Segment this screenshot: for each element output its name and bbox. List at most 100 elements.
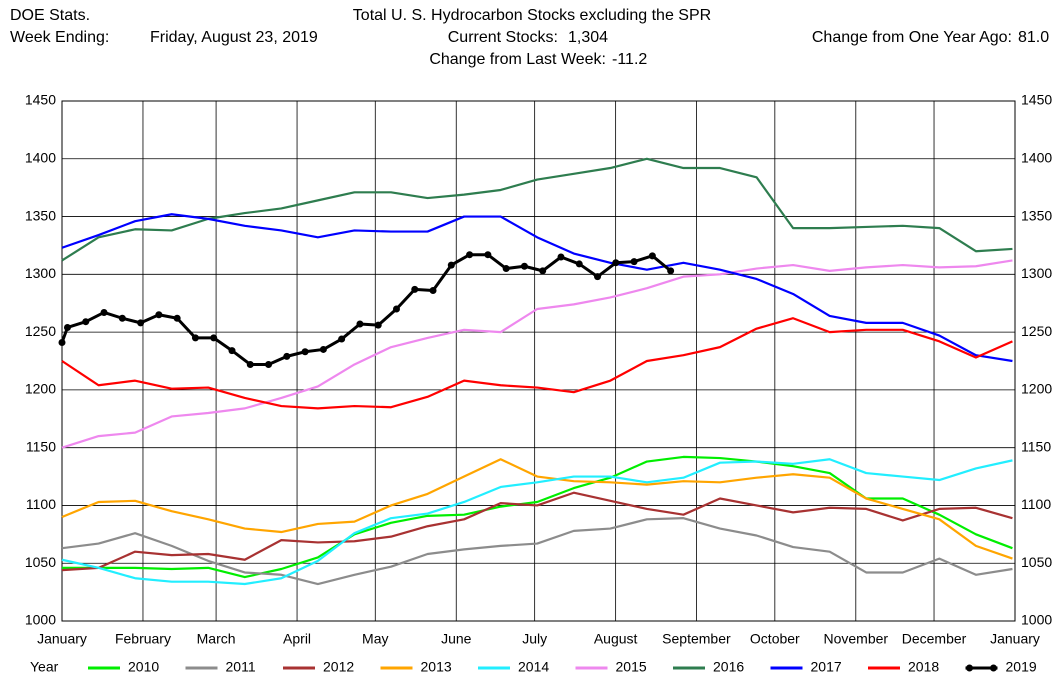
- legend-label: 2012: [323, 659, 354, 675]
- x-tick-label: March: [197, 631, 236, 647]
- series-line: [61, 317, 1013, 410]
- point: [575, 260, 583, 268]
- legend-marker: [966, 664, 973, 672]
- y-tick-label: 1150: [26, 438, 56, 454]
- y-tick-label: 1050: [25, 554, 56, 570]
- series-line: [61, 491, 1013, 572]
- series-line: [61, 458, 1013, 586]
- y-tick-label: 1400: [25, 149, 56, 165]
- point: [630, 258, 638, 266]
- point: [210, 334, 218, 342]
- week-ending: Friday, August 23, 2019: [150, 29, 318, 46]
- point: [520, 262, 528, 270]
- point: [137, 319, 145, 327]
- legend-label: 2019: [1006, 659, 1037, 675]
- point: [246, 360, 254, 368]
- point: [319, 345, 327, 353]
- y-tick-label: 1350: [25, 207, 56, 223]
- x-tick-label: January: [990, 631, 1040, 647]
- series-line: [61, 517, 1013, 586]
- legend-marker: [990, 664, 997, 672]
- week-ending-label: Week Ending:: [10, 29, 109, 46]
- series-line: [61, 259, 1013, 449]
- point: [265, 360, 273, 368]
- y-tick-label: 1200: [25, 381, 56, 397]
- legend-label: 2018: [908, 659, 939, 675]
- y2-tick-label: 1050: [1021, 554, 1052, 570]
- point: [338, 335, 346, 343]
- series-line: [61, 213, 1013, 363]
- y2-tick-label: 1400: [1021, 149, 1052, 165]
- x-tick-label: October: [750, 631, 800, 647]
- point: [301, 348, 309, 356]
- legend-label: 2017: [811, 659, 842, 675]
- y2-tick-label: 1200: [1021, 381, 1052, 397]
- point: [392, 305, 400, 313]
- source: DOE Stats.: [10, 7, 90, 24]
- point: [411, 285, 419, 293]
- y2-tick-label: 1300: [1021, 265, 1052, 281]
- point: [429, 287, 437, 295]
- point: [173, 314, 181, 322]
- y-tick-label: 1100: [26, 496, 56, 512]
- legend-label: 2013: [421, 659, 452, 675]
- point: [612, 259, 620, 267]
- point: [191, 334, 199, 342]
- series-line: [61, 458, 1013, 560]
- legend-label: 2014: [518, 659, 549, 675]
- x-tick-label: June: [441, 631, 472, 647]
- y2-tick-label: 1450: [1021, 92, 1052, 108]
- yearly-change-label: Change from One Year Ago:: [812, 29, 1012, 46]
- point: [502, 265, 510, 273]
- x-tick-label: February: [115, 631, 171, 647]
- series-line: [60, 253, 672, 366]
- chart-title: Total U. S. Hydrocarbon Stocks excluding…: [353, 7, 711, 24]
- point: [539, 267, 547, 275]
- y2-tick-label: 1150: [1021, 438, 1051, 454]
- y-tick-label: 1000: [25, 612, 56, 628]
- point: [447, 261, 455, 269]
- point: [100, 308, 108, 316]
- y-tick-label: 1450: [25, 92, 56, 108]
- x-tick-label: January: [37, 631, 87, 647]
- y2-tick-label: 1250: [1021, 323, 1052, 339]
- point: [484, 251, 492, 259]
- legend-label: 2016: [713, 659, 744, 675]
- legend-label: 2011: [226, 659, 256, 675]
- x-tick-label: May: [362, 631, 388, 647]
- point: [228, 347, 236, 355]
- x-tick-label: December: [902, 631, 967, 647]
- yearly-change: 81.0: [1018, 29, 1049, 46]
- point: [118, 314, 126, 322]
- x-tick-label: November: [824, 631, 889, 647]
- series-line: [61, 157, 1013, 262]
- x-tick-label: April: [283, 631, 311, 647]
- point: [374, 321, 382, 329]
- header: DOE Stats. Week Ending: Friday, August 2…: [10, 7, 1049, 68]
- point: [466, 251, 474, 259]
- y2-tick-label: 1000: [1021, 612, 1052, 628]
- point: [283, 352, 291, 360]
- legend-title: Year: [30, 659, 59, 675]
- y-tick-label: 1250: [25, 323, 56, 339]
- x-tick-label: July: [522, 631, 547, 647]
- point: [63, 323, 71, 331]
- series-line: [62, 455, 1013, 579]
- point: [594, 273, 602, 281]
- legend-label: 2010: [128, 659, 159, 675]
- point: [667, 267, 675, 275]
- weekly-change-label: Change from Last Week:: [429, 51, 606, 68]
- weekly-change: -11.2: [612, 51, 647, 68]
- legend-label: 2015: [616, 659, 647, 675]
- point: [557, 253, 565, 261]
- point: [155, 311, 163, 319]
- x-tick-label: September: [662, 631, 731, 647]
- current-stocks-label: Current Stocks:: [448, 29, 558, 46]
- current-stocks: 1,304: [568, 29, 608, 46]
- y2-tick-label: 1350: [1021, 207, 1052, 223]
- y2-tick-label: 1100: [1021, 496, 1051, 512]
- x-tick-label: August: [594, 631, 638, 647]
- point: [58, 339, 66, 347]
- point: [648, 252, 656, 260]
